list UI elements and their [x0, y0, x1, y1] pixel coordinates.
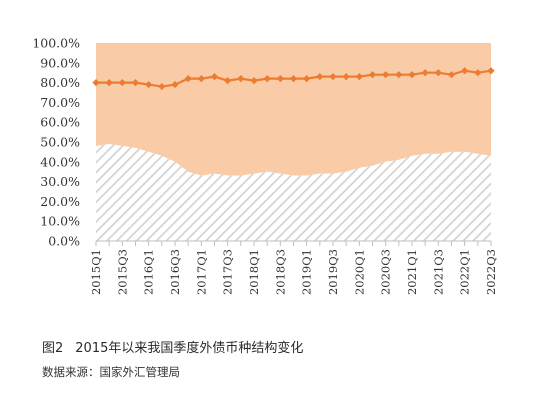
x-tick-label: 2022Q3	[484, 249, 498, 295]
line-marker	[329, 73, 337, 81]
x-tick-label: 2021Q1	[405, 249, 419, 295]
line-marker	[474, 69, 482, 77]
figure-number: 图2	[42, 341, 64, 356]
line-marker	[276, 75, 284, 83]
plot-area	[92, 43, 495, 241]
line-marker	[210, 73, 219, 81]
line-marker	[421, 69, 429, 77]
y-tick-label: 10.0%	[40, 214, 80, 229]
line-marker	[395, 71, 403, 79]
line-marker	[131, 79, 140, 87]
y-tick-label: 20.0%	[40, 194, 80, 209]
x-tick-label: 2016Q1	[142, 249, 156, 295]
line-marker	[342, 73, 350, 81]
series-lower-hatched-area	[96, 143, 491, 241]
series-upper-area	[96, 43, 491, 176]
figure-caption: 图2 2015年以来我国季度外债币种结构变化	[42, 337, 303, 356]
x-tick-label: 2022Q1	[458, 249, 472, 295]
x-tick-label: 2016Q3	[168, 249, 182, 295]
x-tick-label: 2018Q1	[247, 249, 261, 295]
line-marker	[158, 82, 166, 91]
line-marker	[92, 79, 100, 87]
x-axis: 2015Q1 2015Q3 2016Q1 2016Q3 2017Q1 2017Q3 2018…	[89, 240, 498, 295]
y-tick-label: 0.0%	[48, 234, 80, 249]
line-marker	[434, 69, 442, 77]
y-tick-label: 40.0%	[40, 154, 80, 169]
y-tick-label: 90.0%	[40, 55, 80, 70]
x-tick-label: 2020Q3	[379, 249, 393, 295]
x-tick-label: 2015Q3	[115, 249, 129, 295]
line-marker	[303, 75, 311, 83]
line-marker	[368, 71, 377, 79]
x-tick-label: 2017Q1	[194, 249, 208, 295]
x-tick-label: 2020Q1	[352, 249, 366, 295]
line-marker	[289, 75, 298, 83]
line-marker	[447, 71, 456, 79]
line-marker	[145, 80, 153, 89]
line-marker	[118, 79, 126, 87]
line-marker	[263, 75, 271, 83]
line-marker	[316, 73, 324, 81]
figure-title: 2015年以来我国季度外债币种结构变化	[75, 341, 304, 356]
x-tick-label: 2019Q3	[326, 249, 340, 295]
chart: 0.0% 10.0% 20.0% 30.0% 40.0% 50.0% 60.0% 70.0% 8…	[32, 36, 498, 296]
x-tick-label: 2017Q3	[221, 249, 235, 295]
line-marker	[382, 71, 390, 79]
line-marker	[250, 77, 258, 85]
y-axis: 0.0% 10.0% 20.0% 30.0% 40.0% 50.0% 60.0% 70.0% 8…	[32, 36, 80, 249]
y-tick-label: 100.0%	[32, 36, 80, 51]
line-marker	[408, 71, 416, 79]
line-marker	[487, 67, 495, 75]
y-tick-label: 70.0%	[40, 95, 80, 110]
y-tick-label: 60.0%	[40, 115, 80, 130]
line-marker	[237, 75, 245, 83]
y-tick-label: 30.0%	[40, 174, 80, 189]
x-tick-label: 2021Q3	[431, 249, 445, 295]
line-marker	[105, 79, 113, 87]
data-source: 数据来源：国家外汇管理局	[42, 365, 180, 379]
x-tick-label: 2018Q3	[273, 249, 287, 295]
y-tick-label: 50.0%	[40, 135, 80, 150]
y-tick-label: 80.0%	[40, 75, 80, 90]
line-marker	[224, 77, 232, 85]
line-marker	[461, 67, 469, 75]
line-marker	[355, 73, 363, 81]
x-tick-label: 2019Q1	[300, 249, 314, 295]
line-marker	[184, 75, 192, 83]
x-tick-label: 2015Q1	[89, 249, 103, 295]
line-marker	[197, 75, 205, 83]
line-marker	[171, 80, 179, 89]
